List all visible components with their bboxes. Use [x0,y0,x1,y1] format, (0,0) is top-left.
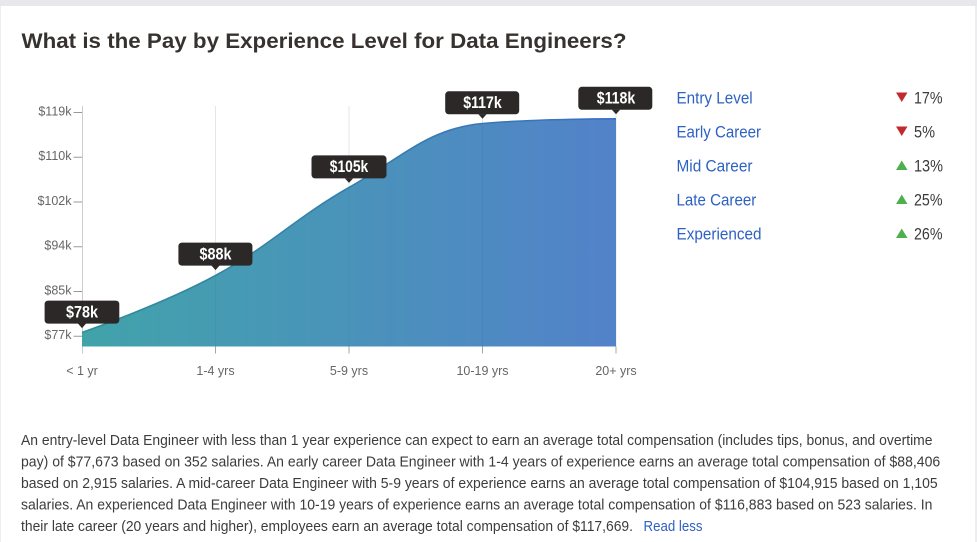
svg-text:Early Career: Early Career [677,123,762,142]
svg-text:An entry-level Data Engineer w: An entry-level Data Engineer with less t… [21,432,933,449]
svg-text:$118k: $118k [597,89,636,108]
svg-text:$117k: $117k [463,93,502,112]
svg-text:20+ yrs: 20+ yrs [595,364,636,378]
svg-text:Late Career: Late Career [677,191,757,210]
svg-text:13%: 13% [914,157,943,176]
svg-text:$105k: $105k [330,157,369,176]
svg-text:5%: 5% [914,123,935,142]
svg-text:What is the Pay by Experience: What is the Pay by Experience Level for … [22,30,627,53]
svg-text:pay) of $77,673 based on 352 s: pay) of $77,673 based on 352 salaries. A… [21,453,940,470]
svg-text:$110k: $110k [38,149,72,163]
svg-text:5-9 yrs: 5-9 yrs [330,364,368,378]
svg-text:25%: 25% [914,191,943,210]
svg-text:$119k: $119k [38,104,72,118]
svg-text:$78k: $78k [66,302,98,321]
svg-text:1-4 yrs: 1-4 yrs [196,364,234,378]
svg-text:Mid Career: Mid Career [677,157,753,176]
svg-text:$94k: $94k [44,239,72,253]
svg-text:their late career (20 years an: their late career (20 years and higher),… [21,518,633,535]
svg-text:salaries. An experienced Data: salaries. An experienced Data Engineer w… [21,496,932,513]
svg-text:17%: 17% [914,89,943,108]
svg-text:$88k: $88k [200,244,232,263]
svg-text:10-19 yrs: 10-19 yrs [456,364,508,378]
svg-text:< 1 yr: < 1 yr [66,364,98,378]
svg-text:based on 2,915 salaries. A mid: based on 2,915 salaries. A mid-career Da… [21,475,938,492]
svg-text:$102k: $102k [37,194,72,208]
svg-text:$85k: $85k [44,283,72,297]
svg-text:Entry Level: Entry Level [677,89,753,108]
svg-text:26%: 26% [914,225,943,244]
svg-text:$77k: $77k [44,328,72,342]
svg-text:Experienced: Experienced [677,225,762,244]
svg-text:Read less: Read less [644,518,703,535]
